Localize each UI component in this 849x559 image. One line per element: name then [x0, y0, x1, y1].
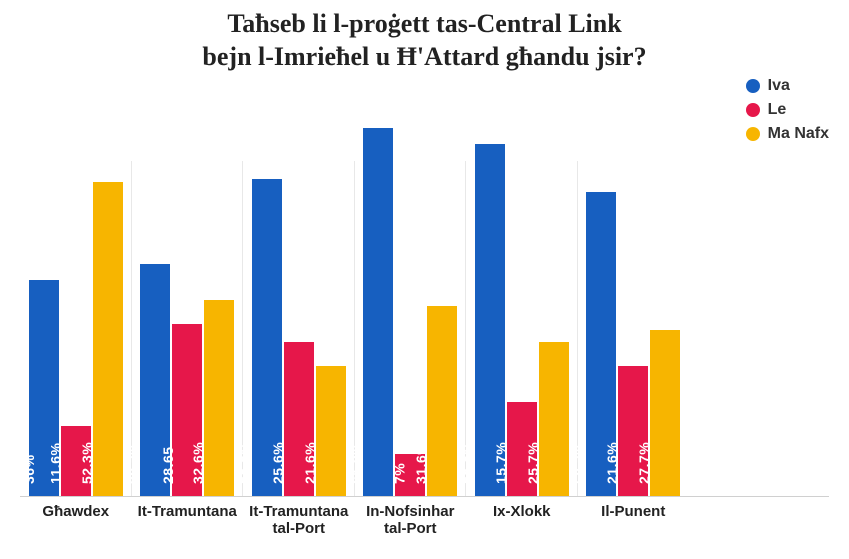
- legend-label: Iva: [768, 77, 790, 95]
- bar-value-label: 25.6%: [270, 442, 286, 484]
- bar-value-label: 28.65: [160, 446, 176, 484]
- x-axis-labels: GħawdexIt-TramuntanaIt-Tramuntanatal-Por…: [20, 503, 689, 538]
- x-axis-label: It-Tramuntana: [132, 503, 244, 538]
- bar-value-label: 38.7%: [126, 442, 142, 484]
- bar-value-label: 27.7%: [636, 442, 652, 484]
- bar-value-label: 21.6%: [604, 442, 620, 484]
- legend: Iva Le Ma Nafx: [746, 77, 829, 149]
- bar-groups: 36%11.6%52.3%38.7%28.6532.6%52.8%25.6%21…: [20, 77, 689, 496]
- bar-value-label: 15.7%: [493, 442, 509, 484]
- bar-value-label: 36%: [21, 454, 37, 484]
- bar-value-label: 7%: [392, 463, 408, 484]
- title-line-1: Taħseb li l-proġett tas-Central Link: [227, 9, 621, 38]
- legend-swatch: [746, 127, 760, 141]
- bar-value-label: 50.7%: [572, 442, 588, 484]
- bar: 27.7%: [650, 330, 680, 496]
- legend-item: Iva: [746, 77, 829, 95]
- bar-value-label: 52.3%: [79, 442, 95, 484]
- bar-value-label: 25.7%: [525, 442, 541, 484]
- bar-value-label: 32.6%: [190, 442, 206, 484]
- bar-value-label: 21.6%: [302, 442, 318, 484]
- x-axis-label: Ix-Xlokk: [466, 503, 578, 538]
- bar: 32.6%: [204, 300, 234, 496]
- bar-value-label: 52.8%: [238, 442, 254, 484]
- legend-item: Ma Nafx: [746, 125, 829, 143]
- legend-swatch: [746, 79, 760, 93]
- legend-label: Ma Nafx: [768, 125, 829, 143]
- title-line-2: bejn l-Imrieħel u Ħ'Attard għandu jsir?: [202, 42, 646, 71]
- bar-group: 61.3%7% 31.6%: [355, 77, 467, 496]
- bar-group: 38.7%28.6532.6%: [132, 77, 244, 496]
- chart-container: Taħseb li l-proġett tas-Central Link bej…: [0, 0, 849, 559]
- bar-group: 36% 11.6% 52.3%: [20, 77, 132, 496]
- chart-title: Taħseb li l-proġett tas-Central Link bej…: [20, 8, 829, 73]
- bar: 31.6%: [427, 306, 457, 496]
- bar-group: 50.7%21.6%27.7%: [578, 77, 690, 496]
- bar-value-label: 61.3%: [349, 442, 365, 484]
- bar: 52.3%: [93, 182, 123, 496]
- bar-group: 52.8%25.6%21.6%: [243, 77, 355, 496]
- bar-value-label: 11.6%: [47, 443, 63, 484]
- bar-group: 58.6%15.7%25.7%: [466, 77, 578, 496]
- x-axis-label: In-Nofsinhartal-Port: [355, 503, 467, 538]
- x-axis-label: Il-Punent: [578, 503, 690, 538]
- legend-item: Le: [746, 101, 829, 119]
- x-axis-label: Għawdex: [20, 503, 132, 538]
- bar-value-label: 58.6%: [461, 442, 477, 484]
- bar: 21.6%: [316, 366, 346, 496]
- bar-value-label: 31.6%: [413, 442, 429, 484]
- x-axis-label: It-Tramuntanatal-Port: [243, 503, 355, 538]
- bar: 61.3%: [363, 128, 393, 496]
- legend-swatch: [746, 103, 760, 117]
- bar: 25.7%: [539, 342, 569, 496]
- plot-area: IvaLeMa Nafx 36%11.6%52.3%38.7%28.6532.6…: [20, 77, 829, 497]
- legend-label: Le: [768, 101, 787, 119]
